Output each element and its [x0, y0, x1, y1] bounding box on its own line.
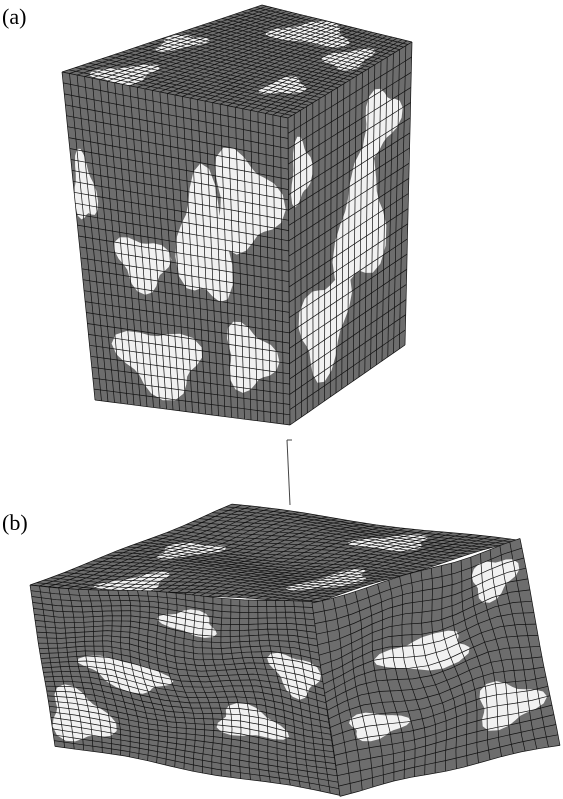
panel-label: (b) — [2, 510, 28, 535]
meshes — [30, 5, 560, 796]
connector — [287, 440, 290, 505]
panel-label: (a) — [2, 4, 26, 29]
figure: (a) (b) — [0, 0, 563, 799]
